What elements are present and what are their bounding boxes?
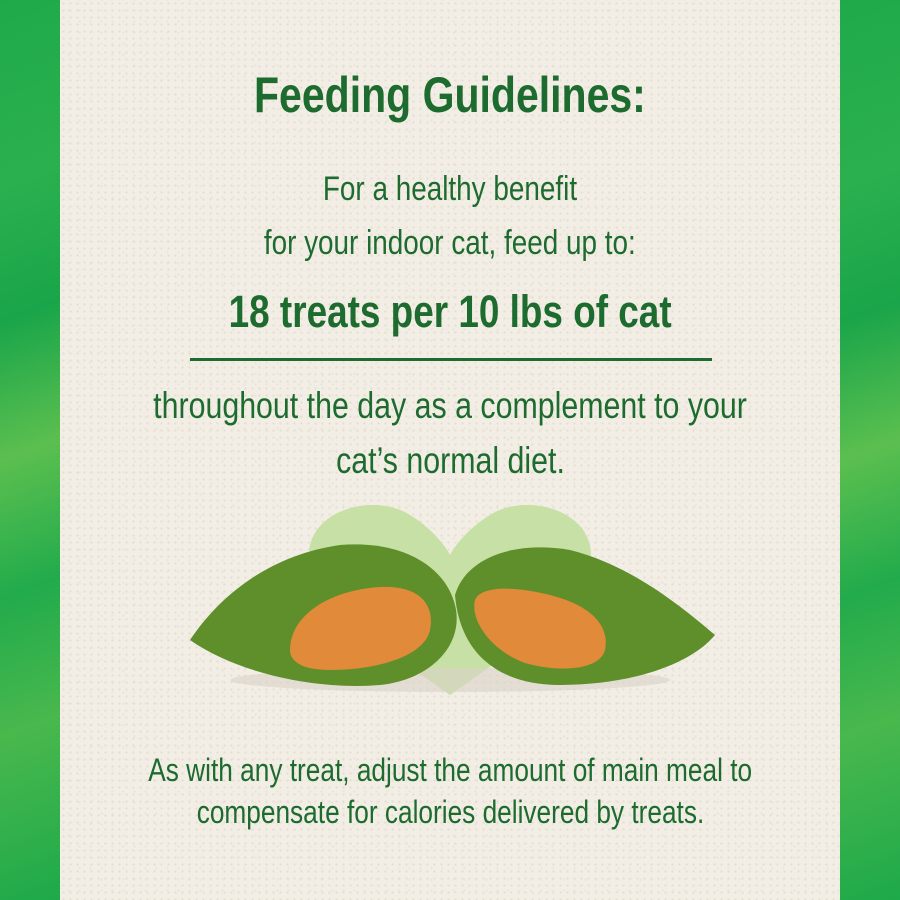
treats-illustration: [190, 505, 715, 695]
detail-line-2: cat’s normal diet.: [0, 440, 900, 482]
detail-text-1: throughout the day as a complement to yo…: [153, 385, 747, 426]
content-panel: [60, 0, 840, 900]
intro-line-2: for your indoor cat, feed up to:: [0, 224, 900, 263]
dosage-text: 18 treats per 10 lbs of cat: [228, 286, 672, 337]
note-line-2: compensate for calories delivered by tre…: [0, 794, 900, 831]
intro-text-1: For a healthy benefit: [322, 170, 578, 208]
note-text-2: compensate for calories delivered by tre…: [196, 794, 704, 830]
note-line-1: As with any treat, adjust the amount of …: [0, 752, 900, 789]
note-text-1: As with any treat, adjust the amount of …: [148, 752, 752, 788]
detail-line-1: throughout the day as a complement to yo…: [0, 385, 900, 427]
treat-left: [190, 544, 457, 686]
dosage-heading: 18 treats per 10 lbs of cat: [0, 286, 900, 338]
intro-line-1: For a healthy benefit: [0, 170, 900, 209]
title-text: Feeding Guidelines:: [254, 67, 646, 123]
divider: [190, 358, 712, 361]
intro-text-2: for your indoor cat, feed up to:: [264, 224, 636, 262]
left-green-border: [0, 0, 60, 900]
treat-right: [455, 547, 715, 685]
detail-text-2: cat’s normal diet.: [335, 440, 565, 481]
right-green-border: [840, 0, 900, 900]
page-title: Feeding Guidelines:: [0, 66, 900, 124]
